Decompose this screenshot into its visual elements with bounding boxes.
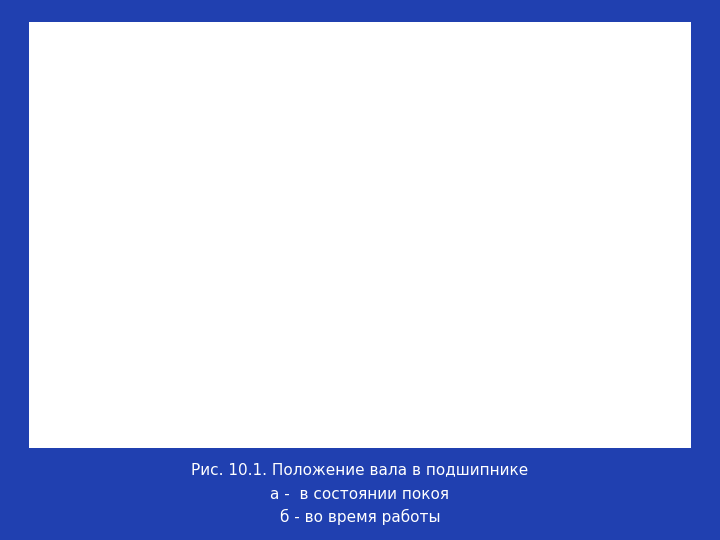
Circle shape xyxy=(416,132,628,343)
Text: O: O xyxy=(533,219,546,238)
Text: б - во время работы: б - во время работы xyxy=(280,509,440,525)
Circle shape xyxy=(463,179,581,296)
Text: c: c xyxy=(416,348,425,367)
Text: а -  в состоянии покоя: а - в состоянии покоя xyxy=(271,487,449,502)
Text: P: P xyxy=(166,111,179,129)
Text: б: б xyxy=(516,368,528,387)
Circle shape xyxy=(143,195,239,291)
Text: а: а xyxy=(185,368,197,387)
Text: O: O xyxy=(202,219,215,238)
Circle shape xyxy=(108,154,274,321)
Text: Рис. 10.1. Положение вала в подшипнике: Рис. 10.1. Положение вала в подшипнике xyxy=(192,462,528,477)
Text: O₁: O₁ xyxy=(202,251,220,266)
Circle shape xyxy=(461,201,557,296)
Circle shape xyxy=(439,154,605,321)
Text: O₁: O₁ xyxy=(520,256,539,271)
Circle shape xyxy=(85,132,297,343)
Text: P: P xyxy=(497,111,510,129)
Circle shape xyxy=(132,179,250,296)
